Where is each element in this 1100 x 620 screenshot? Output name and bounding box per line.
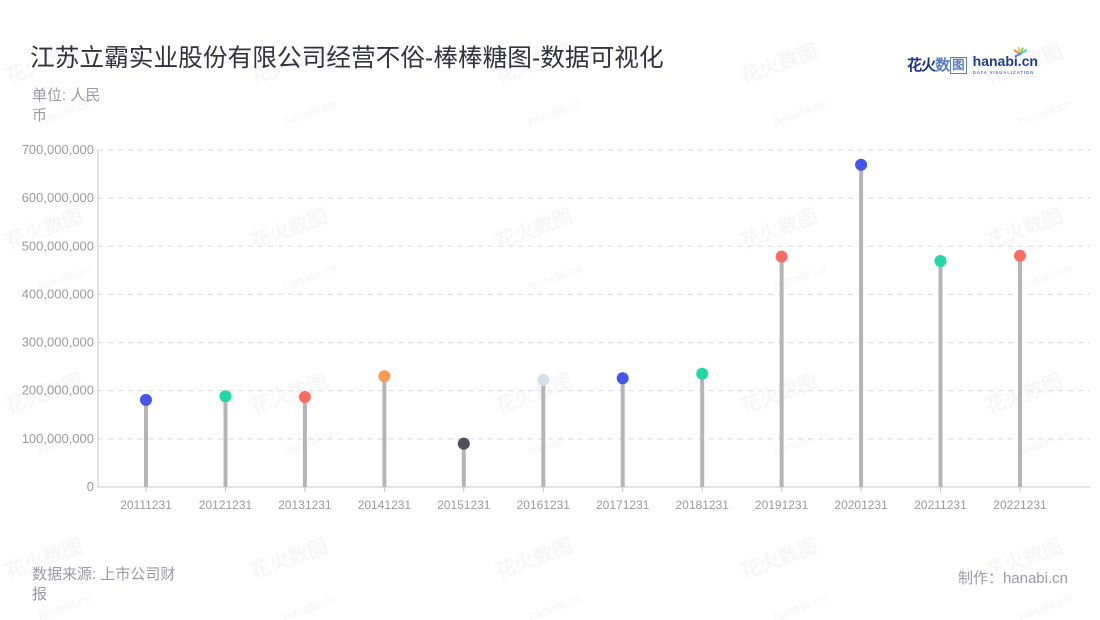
svg-text:200,000,000: 200,000,000 <box>22 383 94 398</box>
svg-text:500,000,000: 500,000,000 <box>22 238 94 253</box>
svg-text:0: 0 <box>87 479 94 494</box>
svg-text:20191231: 20191231 <box>755 498 809 512</box>
svg-text:700,000,000: 700,000,000 <box>22 142 94 157</box>
svg-text:20141231: 20141231 <box>358 498 412 512</box>
svg-text:300,000,000: 300,000,000 <box>22 335 94 350</box>
svg-text:20171231: 20171231 <box>596 498 650 512</box>
svg-text:20201231: 20201231 <box>834 498 888 512</box>
svg-text:20111231: 20111231 <box>120 498 172 512</box>
svg-text:600,000,000: 600,000,000 <box>22 190 94 205</box>
svg-text:20211231: 20211231 <box>914 498 967 512</box>
svg-text:20151231: 20151231 <box>437 498 491 512</box>
svg-text:20181231: 20181231 <box>676 498 730 512</box>
svg-text:100,000,000: 100,000,000 <box>22 431 94 446</box>
svg-text:20161231: 20161231 <box>517 498 571 512</box>
svg-text:20121231: 20121231 <box>199 498 253 512</box>
svg-text:20131231: 20131231 <box>278 498 332 512</box>
svg-text:20221231: 20221231 <box>993 498 1047 512</box>
svg-text:400,000,000: 400,000,000 <box>22 286 94 301</box>
